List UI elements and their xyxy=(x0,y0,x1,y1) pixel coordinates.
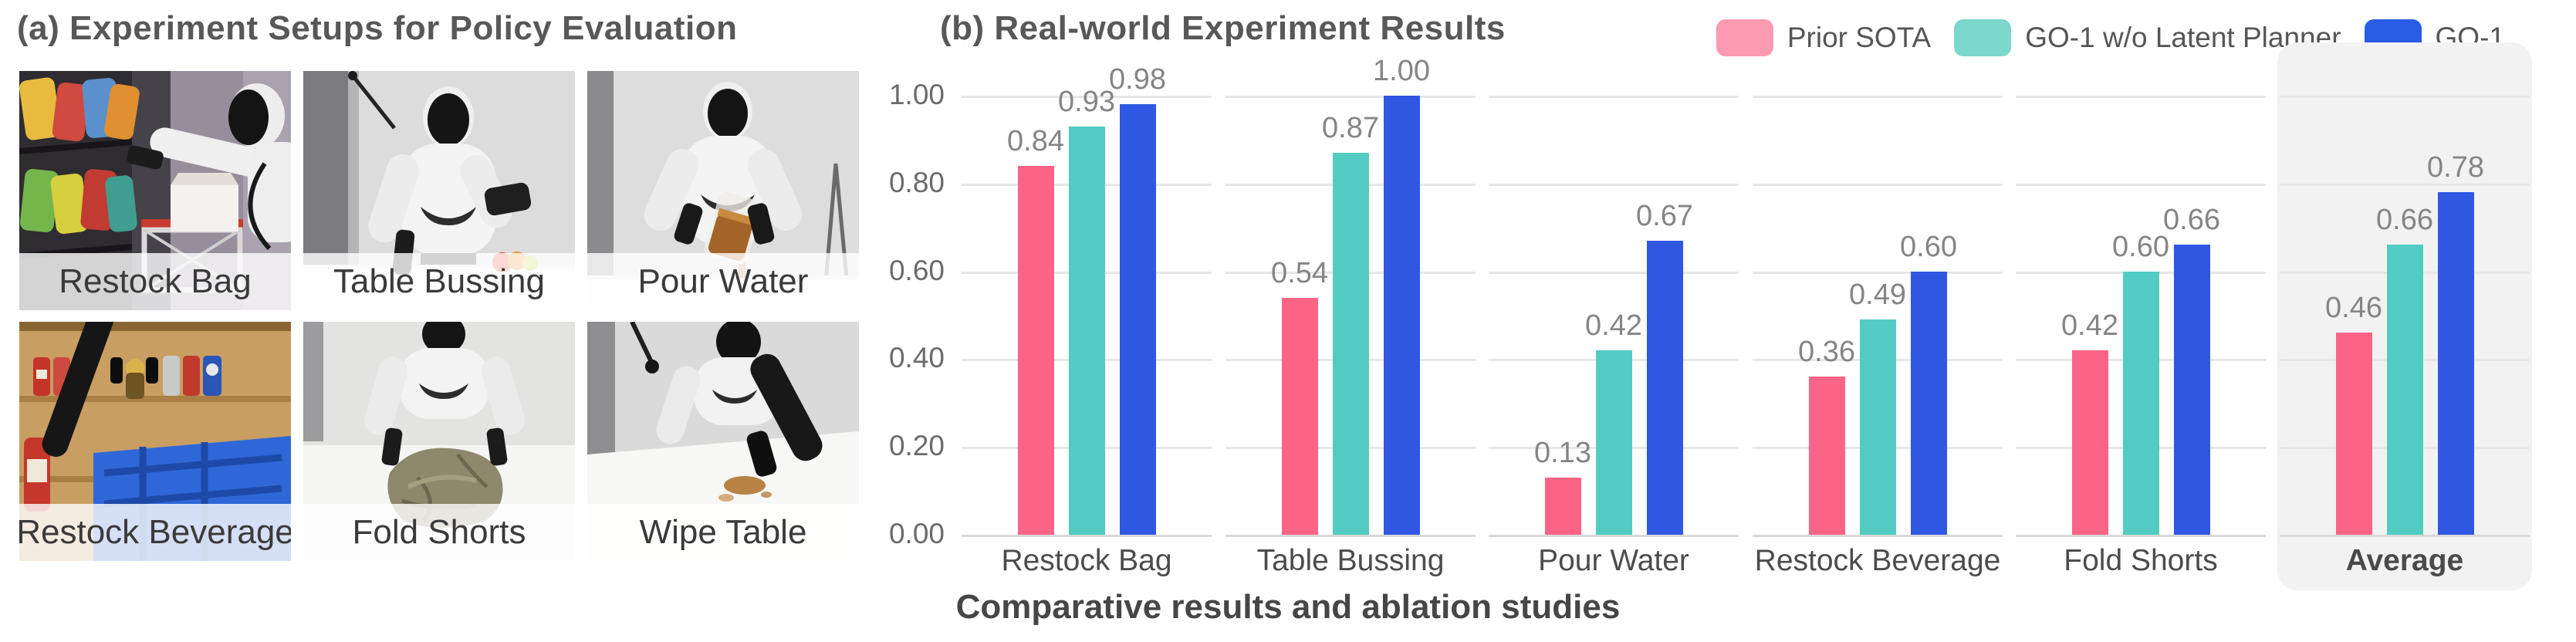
bar-table-bussing-prior-sota xyxy=(1281,298,1318,535)
bar-average-prior-sota xyxy=(2335,333,2372,535)
bar-value-label: 0.60 xyxy=(2112,231,2169,263)
axis-baseline xyxy=(2016,535,2266,537)
bar-average-go-1-w-o-latent-planner xyxy=(2386,245,2423,535)
x-category-label-restock-bag: Restock Bag xyxy=(1001,544,1172,577)
bar-pour-water-prior-sota xyxy=(1544,478,1581,535)
bar-restock-bag-prior-sota xyxy=(1017,166,1054,535)
bar-value-label: 0.49 xyxy=(1849,279,1906,311)
photo-label: Wipe Table xyxy=(587,504,859,561)
bar-table-bussing-go-1-w-o-latent-planner xyxy=(1332,153,1369,535)
bar-fold-shorts-go-1 xyxy=(2173,245,2210,535)
facet-fold-shorts: 0.42 0.60 0.66 Fold Shorts xyxy=(2013,42,2268,590)
photo-table-bussing: Table Bussing xyxy=(303,71,575,310)
x-category-label-average: Average xyxy=(2345,544,2464,577)
gridline xyxy=(2280,184,2530,186)
axis-baseline xyxy=(962,535,1212,537)
bar-value-label: 0.78 xyxy=(2427,151,2484,184)
figure-caption: Comparative results and ablation studies xyxy=(955,588,1621,626)
bar-value-label: 0.54 xyxy=(1271,257,1328,289)
photo-pour-water: Pour Water xyxy=(587,71,859,310)
bar-value-label: 0.87 xyxy=(1322,112,1379,144)
bar-value-label: 0.67 xyxy=(1636,200,1693,232)
photo-restock-bag: Restock Bag xyxy=(19,71,291,310)
gridline xyxy=(1489,184,1739,186)
axis-baseline xyxy=(1753,535,2003,537)
bar-value-label: 0.42 xyxy=(2061,309,2118,342)
bar-value-label: 0.84 xyxy=(1007,125,1064,157)
y-axis-tick: 0.00 xyxy=(888,518,945,549)
gridline xyxy=(1489,96,1739,98)
x-category-label-fold-shorts: Fold Shorts xyxy=(2064,544,2218,577)
axis-baseline xyxy=(1225,535,1476,537)
x-category-label-restock-beverage: Restock Beverage xyxy=(1754,544,2001,577)
y-axis-tick: 0.20 xyxy=(888,430,945,461)
y-axis-tick: 1.00 xyxy=(888,79,945,110)
bar-value-label: 0.93 xyxy=(1058,86,1115,118)
facet-table-bussing: 0.54 0.87 1.00 Table Bussing xyxy=(1223,42,1478,590)
bar-chart: 0.84 0.93 0.98 Restock Bag 0.54 0.87 1.00 Table… xyxy=(959,42,2534,617)
facet-average: 0.46 0.66 0.78 Average xyxy=(2277,42,2532,590)
y-axis-tick: 0.80 xyxy=(888,167,945,198)
bar-table-bussing-go-1 xyxy=(1383,96,1420,535)
bar-value-label: 0.42 xyxy=(1585,309,1642,342)
restock-bag-illustration xyxy=(19,71,291,310)
gridline xyxy=(1753,184,2003,186)
y-axis-tick: 0.60 xyxy=(888,255,945,286)
bar-fold-shorts-prior-sota xyxy=(2071,350,2108,535)
axis-baseline xyxy=(1489,535,1739,537)
gridline xyxy=(962,96,1212,98)
legend-label: Prior SOTA xyxy=(1787,22,1932,53)
photo-label: Table Bussing xyxy=(303,253,575,310)
bar-restock-bag-go-1-w-o-latent-planner xyxy=(1068,127,1105,535)
photo-wipe-table: Wipe Table xyxy=(587,322,859,561)
facet-restock-bag: 0.84 0.93 0.98 Restock Bag xyxy=(959,42,1214,590)
gridline xyxy=(1225,96,1476,98)
legend-swatch-go-1-w-o-latent-planner xyxy=(1954,19,2012,56)
gridline xyxy=(2016,184,2266,186)
legend-swatch-prior-sota xyxy=(1716,19,1773,56)
bar-pour-water-go-1-w-o-latent-planner xyxy=(1595,350,1632,535)
photo-label: Restock Bag xyxy=(19,253,291,310)
facet-restock-beverage: 0.36 0.49 0.60 Restock Beverage xyxy=(1750,42,2005,590)
bar-value-label: 1.00 xyxy=(1373,55,1430,87)
bar-restock-beverage-prior-sota xyxy=(1808,377,1845,535)
photo-label: Pour Water xyxy=(587,253,859,310)
bar-restock-bag-go-1 xyxy=(1119,104,1156,535)
gridline xyxy=(1753,96,2003,98)
bar-fold-shorts-go-1-w-o-latent-planner xyxy=(2122,272,2159,535)
legend-item-prior-sota: Prior SOTA xyxy=(1716,19,1931,56)
bar-value-label: 0.46 xyxy=(2325,292,2382,324)
bar-value-label: 0.36 xyxy=(1798,336,1855,368)
bar-restock-beverage-go-1-w-o-latent-planner xyxy=(1859,319,1896,535)
axis-baseline xyxy=(2280,535,2530,537)
photo-restock-beverage: Restock Beverage xyxy=(19,322,291,561)
photo-label: Restock Beverage xyxy=(19,504,291,561)
experiment-photo-grid: Restock Bag Table Bussing xyxy=(19,71,859,561)
bar-value-label: 0.60 xyxy=(1900,231,1957,263)
bar-restock-beverage-go-1 xyxy=(1910,272,1947,535)
facet-pour-water: 0.13 0.42 0.67 Pour Water xyxy=(1486,42,1741,590)
photo-fold-shorts: Fold Shorts xyxy=(303,322,575,561)
gridline xyxy=(2016,96,2266,98)
bar-value-label: 0.66 xyxy=(2163,204,2220,236)
panel-a-title: (a) Experiment Setups for Policy Evaluat… xyxy=(17,9,738,47)
y-axis-tick: 0.40 xyxy=(888,342,945,373)
x-category-label-pour-water: Pour Water xyxy=(1538,544,1689,577)
bar-value-label: 0.66 xyxy=(2376,204,2433,236)
gridline xyxy=(1489,272,1739,274)
bar-value-label: 0.98 xyxy=(1109,63,1166,96)
photo-label: Fold Shorts xyxy=(303,504,575,561)
bar-pour-water-go-1 xyxy=(1646,241,1683,535)
bar-value-label: 0.13 xyxy=(1534,437,1591,469)
panel-b-title: (b) Real-world Experiment Results xyxy=(940,9,1506,47)
gridline xyxy=(1753,272,2003,274)
gridline xyxy=(2280,96,2530,98)
bar-average-go-1 xyxy=(2437,192,2474,535)
y-axis: 1.00 0.80 0.60 0.40 0.20 0.00 xyxy=(843,42,951,617)
x-category-label-table-bussing: Table Bussing xyxy=(1256,544,1445,577)
